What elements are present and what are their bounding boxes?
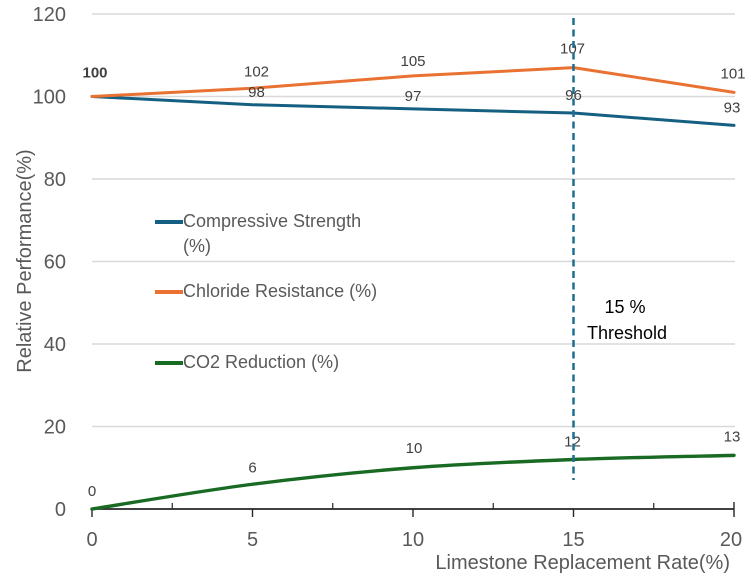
x-axis-title: Limestone Replacement Rate(%) [435, 552, 730, 574]
data-label: 12 [564, 434, 581, 451]
x-axis-tick-label: 0 [86, 529, 97, 551]
y-axis-tick-label: 60 [44, 252, 66, 274]
data-label: 10 [406, 440, 423, 457]
legend-swatch-chloride-resistance-icon [155, 290, 183, 294]
series-lines [90, 66, 736, 511]
y-axis-tick-label: 0 [55, 499, 66, 521]
legend-label-co2-reduction: CO2 Reduction (%) [183, 352, 340, 372]
data-label: 105 [400, 53, 425, 70]
y-axis-tick-label: 100 [33, 87, 66, 109]
data-label: 98 [248, 84, 265, 101]
data-label: 100 [82, 65, 107, 82]
series-line-1 [90, 66, 736, 98]
legend-item-compressive-strength: Compressive Strength (%) [155, 209, 383, 259]
series-line-0 [90, 95, 736, 127]
axes: 0 5 10 15 20 [86, 502, 742, 551]
data-label: 97 [405, 88, 422, 105]
data-label: 6 [248, 459, 256, 476]
legend-label-chloride-resistance: Chloride Resistance (%) [183, 281, 378, 301]
legend-label-compressive-strength: Compressive Strength (%) [183, 211, 362, 256]
x-axis-tick-label: 5 [247, 529, 258, 551]
data-label: 102 [244, 63, 269, 80]
data-label: 13 [724, 428, 741, 445]
legend-swatch-co2-reduction-icon [155, 361, 183, 365]
data-label: 101 [720, 65, 745, 82]
y-axis-title: Relative Performance(%) [14, 149, 36, 372]
legend-item-co2-reduction: CO2 Reduction (%) [155, 350, 339, 375]
legend-swatch-compressive-strength-icon [155, 220, 183, 224]
series-line-2 [90, 453, 736, 511]
y-axis-tick-label: 80 [44, 169, 66, 191]
y-axis-tick-label: 20 [44, 417, 66, 439]
data-labels: 98 97 96 93 100 102 105 107 101 0 6 10 12 13 [82, 41, 745, 500]
threshold-label-line1: 15 % [604, 297, 645, 317]
y-axis-tick-label: 40 [44, 334, 66, 356]
y-axis-tick-label: 120 [33, 4, 66, 26]
x-axis-tick-label: 20 [720, 529, 742, 551]
x-axis-tick-label: 10 [402, 529, 424, 551]
data-label: 0 [88, 483, 96, 500]
threshold-label-line2: Threshold [587, 323, 667, 343]
x-axis-tick-label: 15 [562, 529, 584, 551]
data-label: 93 [724, 99, 741, 116]
data-label: 96 [565, 87, 582, 104]
data-label: 107 [560, 41, 585, 58]
legend-item-chloride-resistance: Chloride Resistance (%) [155, 279, 377, 304]
